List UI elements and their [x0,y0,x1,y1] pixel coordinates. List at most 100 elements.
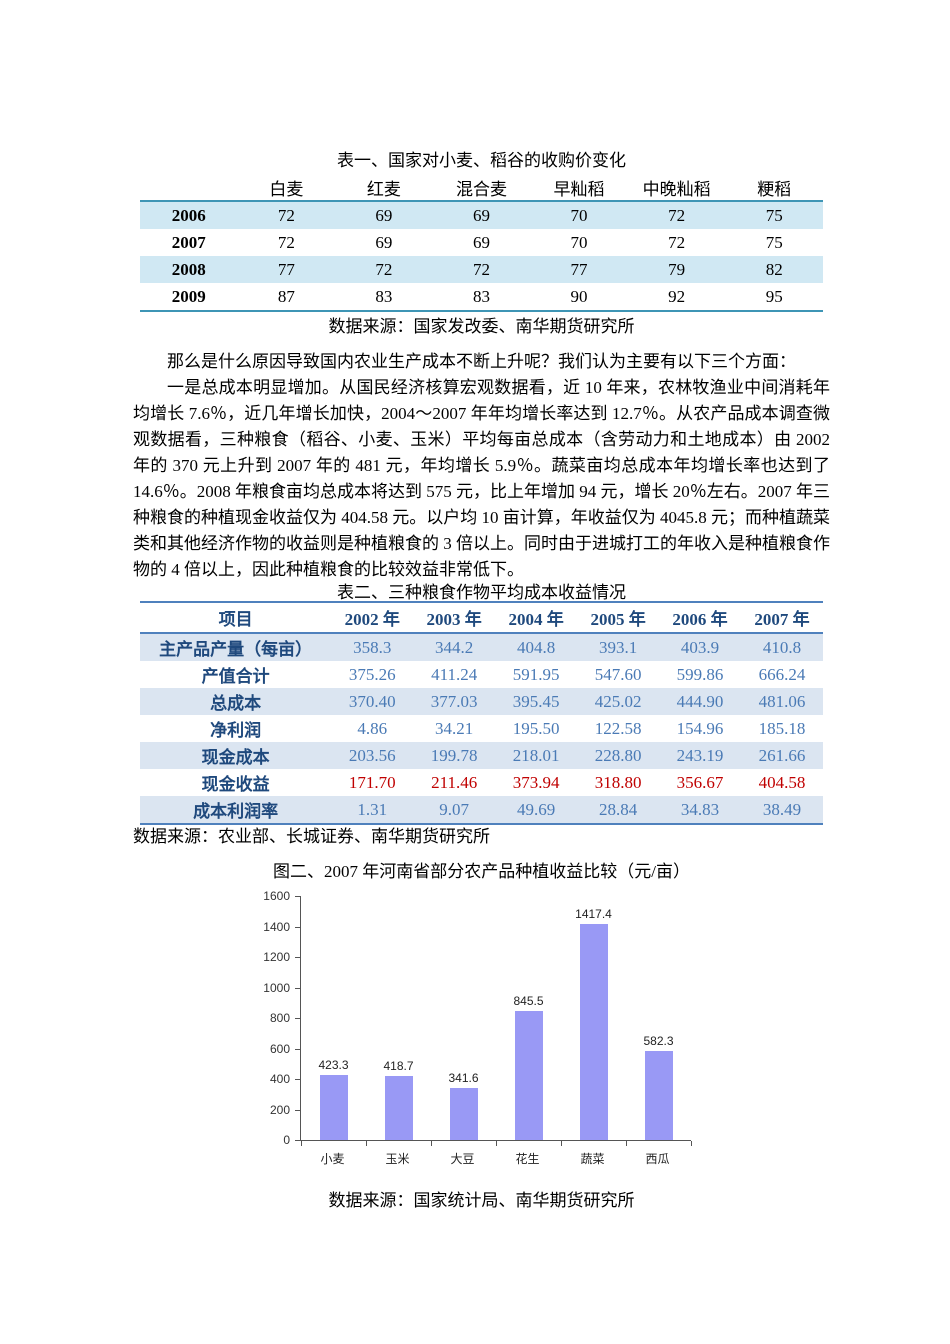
y-axis-tick [295,957,300,958]
table1-value-cell: 77 [277,259,295,279]
table2-header-row: 项目 2002 年 2003 年 2004 年 2005 年 2006 年 2007 年 [140,602,823,633]
table1-header-cell [140,174,238,201]
table2-value-cell: 211.46 [431,772,478,792]
table2-value-cell: 318.80 [594,772,642,792]
table2-value-cell: 666.24 [758,664,806,684]
table2-value-cell: 547.60 [594,664,642,684]
table2-value-cell: 261.66 [758,745,806,765]
chart-bar [514,1011,543,1140]
y-axis-tick [295,987,300,989]
table2-value-cell: 34.21 [435,718,474,738]
table1-row: 2008 77 72 72 77 79 82 [140,256,823,283]
table2-value-cell: 28.84 [598,799,638,819]
table2-value-cell: 203.56 [348,745,396,765]
y-axis-tick [295,1109,300,1111]
table2-value-cell: 375.26 [348,664,396,684]
x-axis-category-label: 大豆 [450,1152,475,1166]
table1-value-cell: 72 [668,205,686,225]
cost-benefit-table: 项目 2002 年 2003 年 2004 年 2005 年 2006 年 2007 年主产… [140,601,823,825]
table2-value-cell: 34.83 [680,799,720,819]
table1-header-cell: 早籼稻 [553,179,605,199]
table2-row: 现金成本 203.56 199.78 218.01 228.80 243.19 261.66 [140,742,823,769]
paragraph-intro: 那么是什么原因导致国内农业生产成本不断上升呢？我们认为主要有以下三个方面： [167,352,796,371]
y-axis-tick-label: 1200 [263,950,290,964]
table2-header-cell: 2003 年 [426,610,482,629]
table1-year-cell: 2009 [171,286,206,306]
body-paragraphs: 那么是什么原因导致国内农业生产成本不断上升呢？我们认为主要有以下三个方面： 一是… [133,349,830,583]
table2-row: 现金收益 171.70 211.46 373.94 318.80 356.67 404.58 [140,769,823,796]
table2-value-cell: 395.45 [512,691,560,711]
y-axis-tick-label: 400 [269,1072,290,1086]
table1-value-cell: 82 [765,259,783,279]
table1-value-cell: 90 [570,286,588,306]
table1-value-cell: 70 [570,205,588,225]
table2-row: 净利润 4.86 34.21 195.50 122.58 154.96 185.18 [140,715,823,742]
table2-value-cell: 243.19 [676,745,724,765]
table2-row: 产值合计 375.26 411.24 591.95 547.60 599.86 666.24 [140,661,823,688]
table1-value-cell: 72 [668,232,686,252]
table2-label-cell: 现金成本 [201,748,270,767]
y-axis-tick-label: 200 [269,1102,290,1117]
table2-label-cell: 成本利润率 [193,802,279,821]
x-axis-category-label: 花生 [515,1152,540,1166]
table2-label-cell: 产值合计 [201,667,270,686]
table2-label-cell: 主产品产量（每亩） [159,640,313,659]
table1-year-cell: 2006 [171,205,206,225]
table2-value-cell: 481.06 [758,691,806,711]
table2-value-cell: 373.94 [512,772,560,792]
table2-label-cell: 现金收益 [201,775,270,794]
table1-value-cell: 75 [765,205,783,225]
table1-value-cell: 69 [375,205,393,225]
table2-value-cell: 404.58 [758,772,806,792]
bar-value-label: 418.7 [383,1059,414,1074]
table1-value-cell: 72 [277,232,295,252]
table2-value-cell: 370.40 [348,691,396,711]
chart-source: 数据来源：国家统计局、南华期货研究所 [328,1191,635,1210]
table1-header-row: 白麦 红麦 混合麦 早籼稻 中晚籼稻 粳稻 [140,174,823,201]
table2-value-cell: 425.02 [594,691,642,711]
table1-value-cell: 72 [277,205,295,225]
table2-value-cell: 38.49 [762,799,802,819]
table1-value-cell: 95 [765,286,783,306]
y-axis-tick-label: 1600 [263,889,290,903]
table2-value-cell: 404.8 [516,637,556,657]
table2-header-cell: 2005 年 [590,610,646,629]
y-axis-tick-label: 1000 [263,980,290,995]
table1-value-cell: 87 [277,286,295,306]
x-axis-tick [691,1141,692,1146]
bar-value-label: 582.3 [643,1034,674,1049]
table2-value-cell: 228.80 [594,745,642,765]
table2-value-cell: 344.2 [435,637,474,657]
chart-bar [644,1051,673,1140]
table2-value-cell: 356.67 [676,772,724,792]
bar-value-label: 423.3 [318,1058,349,1073]
table1-value-cell: 69 [472,205,490,225]
table2-label-cell: 净利润 [210,721,262,740]
table2-value-cell: 122.58 [594,718,642,738]
x-axis-tick [561,1141,562,1146]
table2-value-cell: 218.01 [512,745,560,765]
price-table: 白麦 红麦 混合麦 早籼稻 中晚籼稻 粳稻 2006 72 69 69 70 72 75 2007 72 69… [140,174,823,312]
table1-value-cell: 72 [472,259,490,279]
y-axis-tick [295,896,300,897]
table2-value-cell: 411.24 [431,664,478,684]
y-axis-tick [295,1018,300,1019]
content-column: 表一、国家对小麦、稻谷的收购价变化 白麦 红麦 混合麦 早籼稻 中晚籼稻 粳稻 2006 72… [133,0,830,1210]
chart-bar [319,1075,348,1140]
table2-value-cell: 49.69 [516,799,556,819]
table2-header-cell: 2004 年 [508,610,564,629]
table1-value-cell: 69 [472,232,490,252]
table2-value-cell: 4.86 [357,718,388,738]
table1-value-cell: 69 [375,232,393,252]
table1-year-cell: 2008 [171,259,206,279]
y-axis-tick-label: 0 [283,1133,290,1147]
table2-value-cell: 358.3 [353,637,392,657]
table1-year-cell: 2007 [171,232,206,252]
table2-value-cell: 185.18 [758,718,806,738]
x-axis-category-label: 西瓜 [645,1152,670,1166]
table1-header-cell: 中晚籼稻 [642,179,711,199]
table2-value-cell: 1.31 [357,799,388,819]
table1-value-cell: 77 [570,259,588,279]
x-axis-tick [431,1141,432,1146]
